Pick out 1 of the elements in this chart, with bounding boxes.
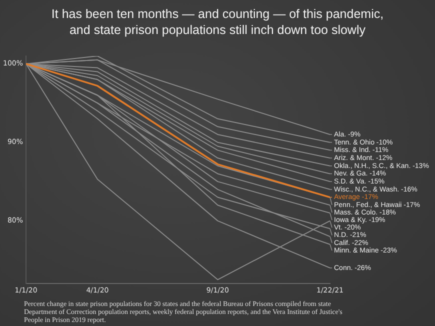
- chart-title: It has been ten months — and counting — of this pandemic, and state prison populations still inch down too slowly: [50, 6, 385, 39]
